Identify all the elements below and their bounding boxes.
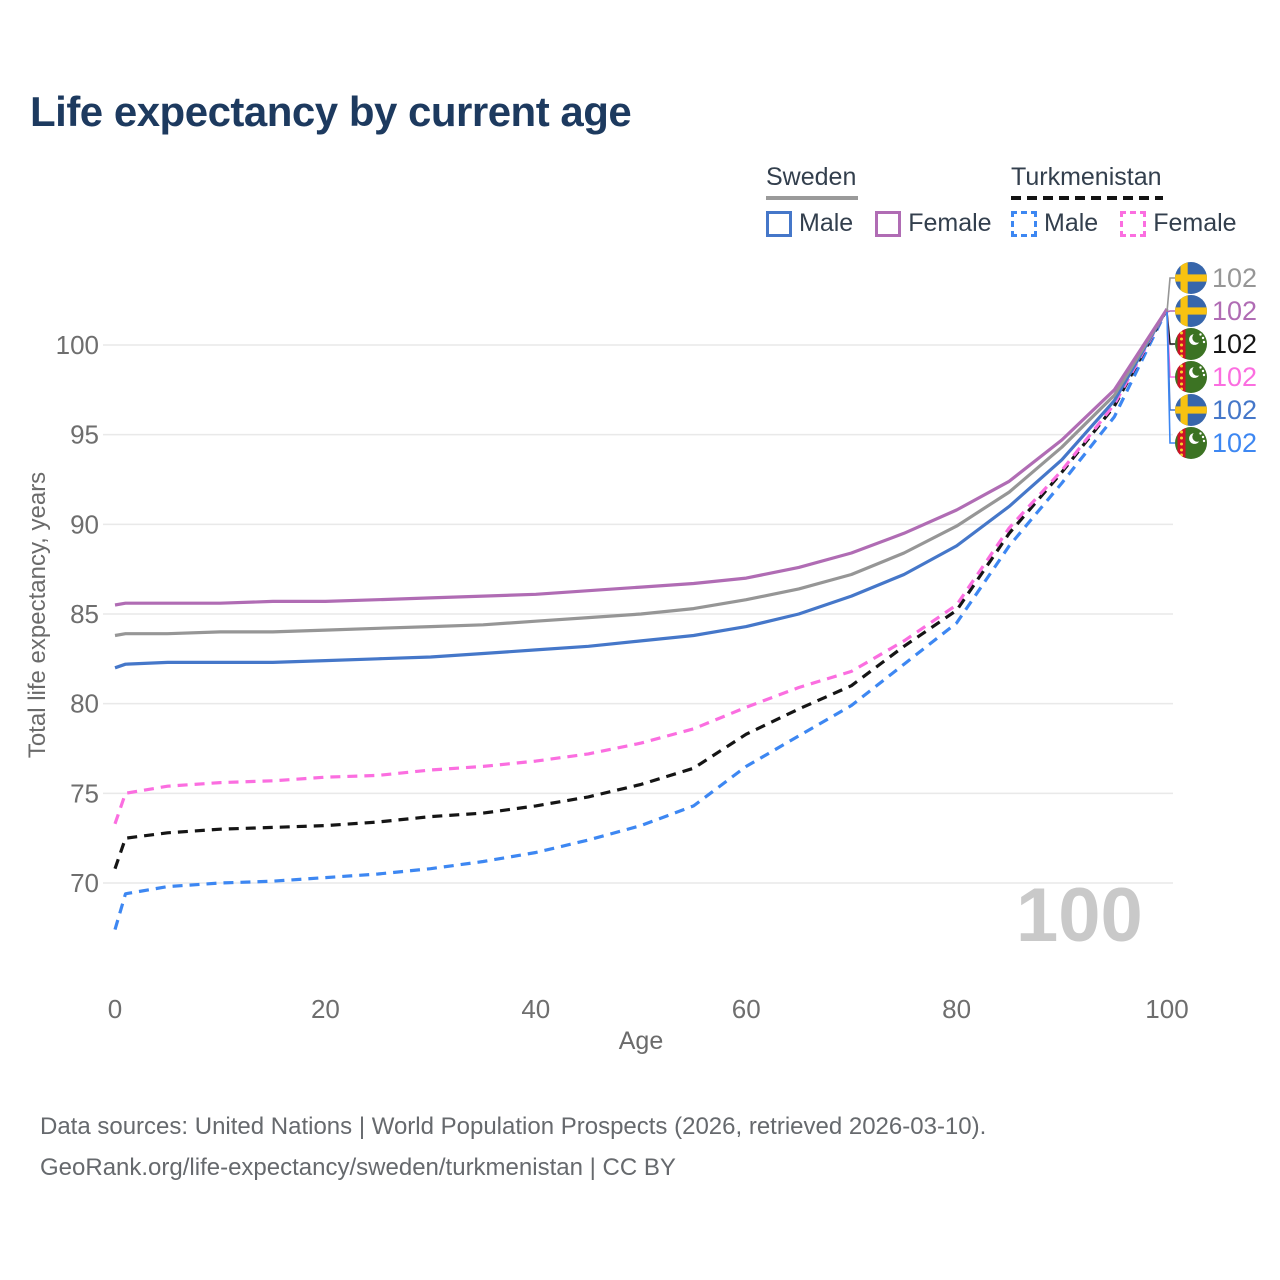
series-line-sweden-female[interactable]	[114, 308, 1169, 607]
x-axis-tick-labels: 0 20 40 60 80 100	[108, 994, 1189, 1024]
footer-line-1: Data sources: United Nations | World Pop…	[40, 1113, 987, 1140]
legend-turkmenistan-title: Turkmenistan	[1011, 163, 1162, 191]
turkmenistan-flag-icon	[1175, 328, 1207, 360]
series-line-turkmenistan-total[interactable]	[113, 308, 1169, 870]
y-tick-label: 75	[70, 778, 99, 808]
legend-item-sweden-female[interactable]: Female	[875, 209, 992, 238]
y-tick-label: 90	[70, 509, 99, 539]
leader-line	[1166, 310, 1175, 313]
legend-sweden-linestyle-sample	[766, 196, 858, 200]
footer-line-2: GeoRank.org/life-expectancy/sweden/turkm…	[40, 1154, 676, 1181]
turkmenistan-flag-icon	[1175, 427, 1207, 459]
legend-sweden-title: Sweden	[766, 163, 857, 191]
series-line-sweden-male[interactable]	[114, 308, 1169, 670]
y-tick-label: 80	[70, 689, 99, 719]
sweden-flag-icon	[1175, 394, 1207, 426]
legend-item-label: Male	[799, 209, 854, 237]
legend-group-turkmenistan: Turkmenistan Male Female	[1011, 163, 1237, 238]
end-value-label: 102	[1212, 263, 1257, 293]
series-lines	[113, 308, 1169, 931]
x-tick-label: 0	[108, 994, 122, 1024]
end-value-label: 102	[1212, 362, 1257, 392]
legend-item-label: Female	[1153, 209, 1237, 237]
hover-age-watermark: 100	[1016, 873, 1143, 958]
turkmenistan-female-swatch-icon	[1120, 210, 1147, 237]
y-tick-label: 95	[70, 420, 99, 450]
x-tick-label: 60	[732, 994, 761, 1024]
y-tick-label: 85	[70, 599, 99, 629]
leader-line	[1166, 311, 1175, 444]
data-source-footer: Data sources: United Nations | World Pop…	[40, 1106, 986, 1188]
x-tick-label: 100	[1145, 994, 1188, 1024]
legend-item-label: Female	[908, 209, 992, 237]
end-value-label: 102	[1212, 296, 1257, 326]
sweden-flag-icon	[1175, 295, 1207, 327]
end-label-leader-lines	[1166, 277, 1175, 444]
turkmenistan-male-swatch-icon	[1011, 210, 1037, 237]
sweden-male-swatch-icon	[766, 210, 792, 237]
legend-item-turkmenistan-male[interactable]: Male	[1011, 209, 1098, 238]
turkmenistan-flag-icon	[1175, 361, 1207, 393]
series-line-turkmenistan-male[interactable]	[113, 308, 1169, 931]
end-value-label: 102	[1212, 329, 1257, 359]
legend-item-turkmenistan-female[interactable]: Female	[1120, 209, 1237, 238]
x-tick-label: 40	[521, 994, 550, 1024]
end-value-label: 102	[1212, 395, 1257, 425]
series-line-turkmenistan-female[interactable]	[113, 308, 1169, 825]
x-tick-label: 80	[942, 994, 971, 1024]
legend-item-label: Male	[1044, 209, 1099, 237]
gridlines	[103, 344, 1173, 884]
sweden-flag-icon	[1175, 262, 1207, 294]
x-axis-title: Age	[619, 1027, 663, 1055]
leader-line	[1166, 277, 1175, 313]
series-line-sweden-total[interactable]	[114, 308, 1169, 638]
y-tick-label: 100	[56, 330, 99, 360]
page-title: Life expectancy by current age	[30, 88, 632, 135]
y-tick-label: 70	[70, 868, 99, 898]
legend-group-sweden: Sweden Male Female	[766, 163, 992, 238]
y-axis-tick-labels: 70 75 80 85 90 95 100	[56, 330, 99, 898]
x-tick-label: 20	[311, 994, 340, 1024]
legend-turkmenistan-linestyle-sample	[1011, 196, 1163, 200]
y-axis-title: Total life expectancy, years	[24, 472, 51, 758]
sweden-female-swatch-icon	[875, 210, 902, 237]
legend-item-sweden-male[interactable]: Male	[766, 209, 853, 238]
end-value-label: 102	[1212, 428, 1257, 458]
